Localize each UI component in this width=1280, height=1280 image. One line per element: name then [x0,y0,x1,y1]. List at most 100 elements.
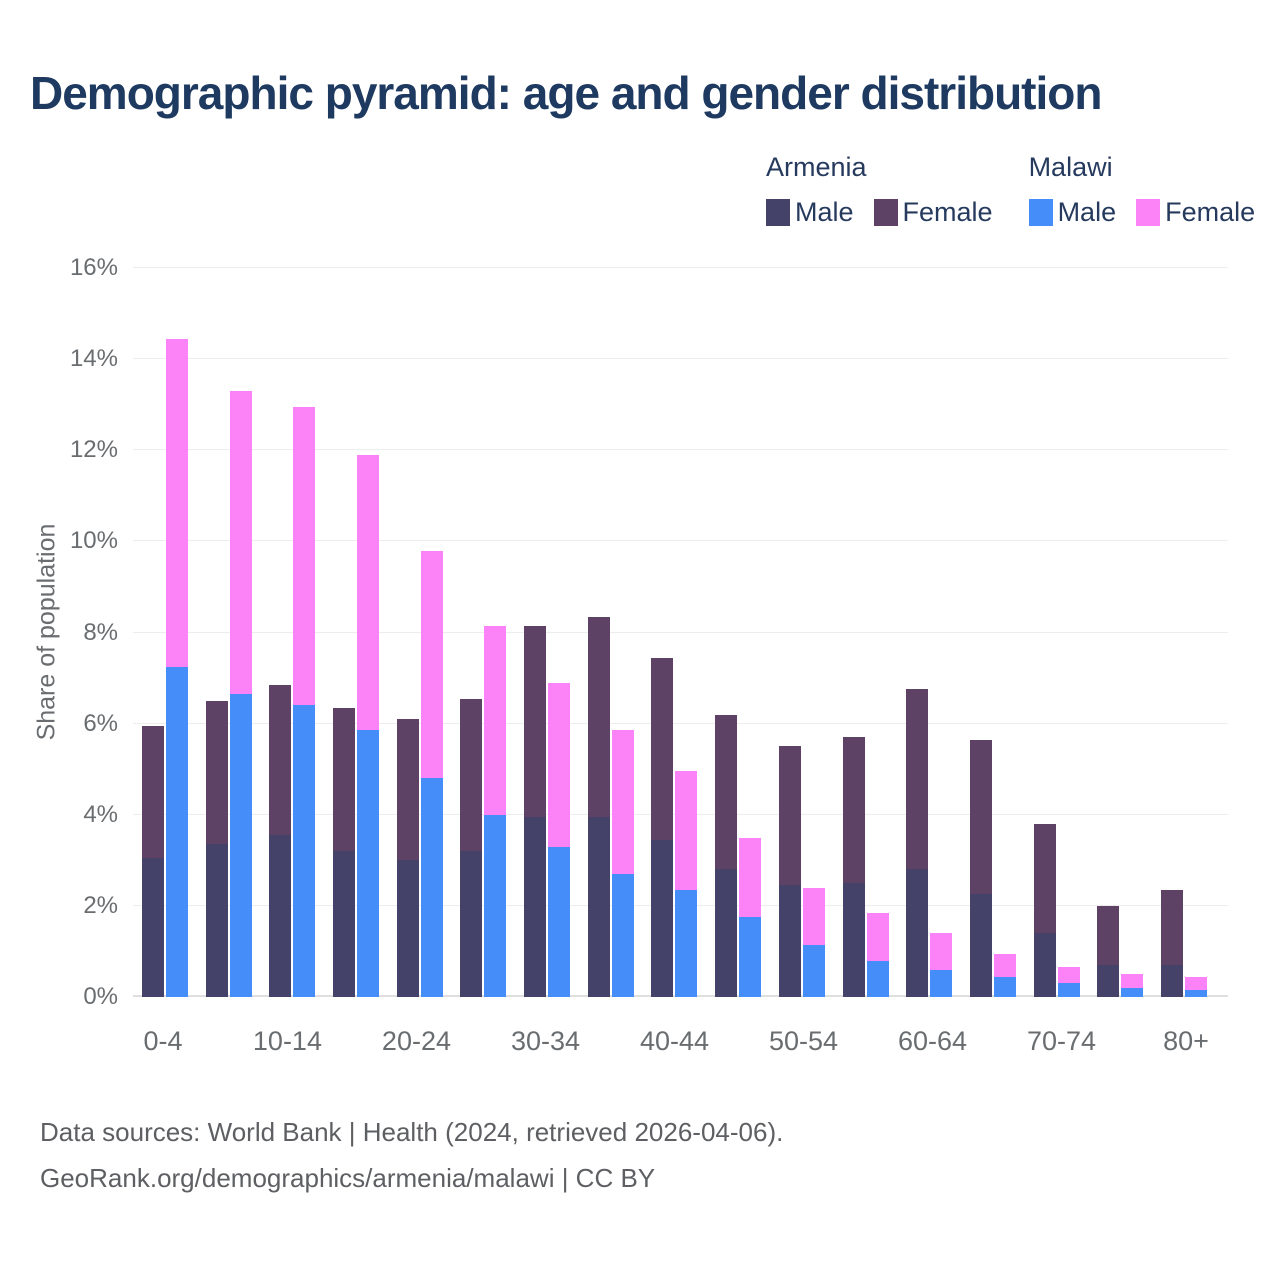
segment-armenia-female-75-79[interactable] [1097,905,1120,966]
segment-malawi-male-25-29[interactable] [484,814,507,997]
bar-malawi-0-4[interactable] [165,268,188,997]
bar-malawi-65-69[interactable] [993,268,1016,997]
segment-armenia-male-20-24[interactable] [396,860,419,997]
legend-item-armenia-male[interactable]: Male [766,197,854,228]
segment-malawi-female-10-14[interactable] [293,406,316,706]
segment-malawi-female-40-44[interactable] [675,771,698,890]
legend-item-malawi-female[interactable]: Female [1136,197,1255,228]
bar-malawi-30-34[interactable] [548,268,571,997]
bar-armenia-55-59[interactable] [842,268,865,997]
segment-armenia-male-15-19[interactable] [332,851,355,997]
segment-malawi-male-55-59[interactable] [866,960,889,997]
segment-armenia-male-55-59[interactable] [842,883,865,997]
bar-malawi-20-24[interactable] [420,268,443,997]
segment-armenia-female-30-34[interactable] [524,625,547,818]
segment-malawi-male-30-34[interactable] [548,846,571,997]
bar-armenia-15-19[interactable] [332,268,355,997]
segment-malawi-female-30-34[interactable] [548,682,571,847]
segment-malawi-female-25-29[interactable] [484,625,507,815]
segment-malawi-male-20-24[interactable] [420,778,443,997]
bar-armenia-30-34[interactable] [524,268,547,997]
segment-malawi-male-40-44[interactable] [675,889,698,997]
segment-malawi-male-80+[interactable] [1185,990,1208,997]
bar-armenia-25-29[interactable] [460,268,483,997]
bar-armenia-50-54[interactable] [778,268,801,997]
bar-armenia-20-24[interactable] [396,268,419,997]
segment-armenia-female-40-44[interactable] [651,657,674,840]
segment-malawi-male-15-19[interactable] [356,730,379,997]
segment-malawi-female-35-39[interactable] [611,730,634,874]
segment-armenia-male-65-69[interactable] [969,894,992,997]
segment-armenia-female-0-4[interactable] [141,725,164,859]
bar-malawi-45-49[interactable] [739,268,762,997]
bar-malawi-55-59[interactable] [866,268,889,997]
bar-malawi-5-9[interactable] [229,268,252,997]
legend-item-armenia-female[interactable]: Female [873,197,993,228]
bar-malawi-25-29[interactable] [484,268,507,997]
bar-armenia-60-64[interactable] [906,268,929,997]
segment-malawi-female-45-49[interactable] [739,837,762,918]
segment-malawi-male-50-54[interactable] [802,944,825,997]
segment-armenia-female-50-54[interactable] [778,746,801,886]
bar-armenia-70-74[interactable] [1033,268,1056,997]
segment-armenia-male-75-79[interactable] [1097,965,1120,997]
segment-armenia-male-30-34[interactable] [524,817,547,997]
segment-armenia-female-15-19[interactable] [332,707,355,852]
bar-malawi-75-79[interactable] [1121,268,1144,997]
segment-armenia-female-25-29[interactable] [460,698,483,852]
bar-armenia-40-44[interactable] [651,268,674,997]
segment-armenia-female-5-9[interactable] [205,700,228,845]
segment-malawi-male-45-49[interactable] [739,917,762,997]
segment-malawi-male-70-74[interactable] [1057,983,1080,997]
segment-malawi-male-0-4[interactable] [165,666,188,997]
segment-armenia-male-40-44[interactable] [651,839,674,997]
segment-malawi-male-5-9[interactable] [229,694,252,997]
bar-malawi-10-14[interactable] [293,268,316,997]
segment-armenia-male-35-39[interactable] [587,817,610,997]
segment-armenia-male-45-49[interactable] [715,869,738,997]
bar-armenia-35-39[interactable] [587,268,610,997]
bar-malawi-35-39[interactable] [611,268,634,997]
bar-armenia-45-49[interactable] [715,268,738,997]
segment-malawi-female-75-79[interactable] [1121,974,1144,988]
segment-armenia-female-20-24[interactable] [396,719,419,861]
bar-malawi-50-54[interactable] [802,268,825,997]
bar-armenia-10-14[interactable] [269,268,292,997]
segment-malawi-female-60-64[interactable] [930,933,953,970]
segment-malawi-female-65-69[interactable] [993,953,1016,977]
segment-armenia-female-70-74[interactable] [1033,823,1056,934]
segment-armenia-male-5-9[interactable] [205,844,228,997]
segment-armenia-male-70-74[interactable] [1033,933,1056,997]
segment-malawi-male-75-79[interactable] [1121,987,1144,997]
bar-malawi-70-74[interactable] [1057,268,1080,997]
segment-armenia-female-45-49[interactable] [715,714,738,870]
segment-armenia-female-80+[interactable] [1161,889,1184,966]
bar-malawi-60-64[interactable] [930,268,953,997]
segment-armenia-male-25-29[interactable] [460,851,483,997]
segment-malawi-female-80+[interactable] [1185,976,1208,991]
segment-malawi-male-35-39[interactable] [611,873,634,997]
segment-armenia-male-60-64[interactable] [906,869,929,997]
segment-malawi-female-70-74[interactable] [1057,967,1080,984]
segment-malawi-female-15-19[interactable] [356,454,379,731]
bar-armenia-75-79[interactable] [1097,268,1120,997]
segment-malawi-female-20-24[interactable] [420,550,443,779]
segment-armenia-female-10-14[interactable] [269,684,292,836]
segment-malawi-male-10-14[interactable] [293,705,316,997]
segment-armenia-male-80+[interactable] [1161,965,1184,997]
segment-armenia-male-10-14[interactable] [269,835,292,997]
segment-malawi-female-55-59[interactable] [866,912,889,961]
segment-malawi-female-50-54[interactable] [802,887,825,945]
bar-malawi-40-44[interactable] [675,268,698,997]
segment-malawi-female-5-9[interactable] [229,391,252,695]
segment-armenia-female-55-59[interactable] [842,737,865,884]
segment-malawi-male-65-69[interactable] [993,976,1016,997]
segment-armenia-female-65-69[interactable] [969,739,992,895]
bar-malawi-80+[interactable] [1185,268,1208,997]
bar-armenia-5-9[interactable] [205,268,228,997]
segment-armenia-male-50-54[interactable] [778,885,801,997]
segment-malawi-male-60-64[interactable] [930,969,953,997]
segment-malawi-female-0-4[interactable] [165,338,188,667]
bar-armenia-80+[interactable] [1161,268,1184,997]
segment-armenia-female-35-39[interactable] [587,616,610,818]
